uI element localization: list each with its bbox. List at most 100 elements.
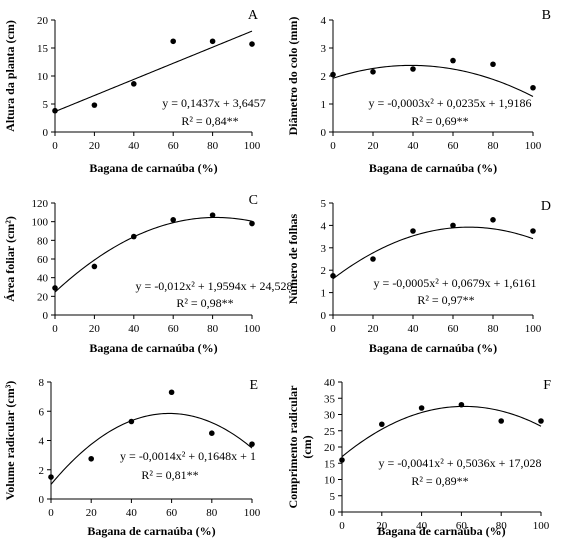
- y-tick-label: 10: [324, 475, 336, 487]
- x-tick-label: 20: [376, 520, 388, 532]
- y-tick-label: 60: [37, 254, 49, 266]
- x-tick-label: 20: [86, 507, 98, 519]
- data-point: [410, 66, 416, 72]
- y-tick-label: 10: [37, 71, 49, 83]
- data-point: [530, 84, 536, 91]
- y-tick-label: 1: [321, 99, 327, 111]
- y-tick-label: 8: [39, 377, 45, 389]
- y-tick-label: 0: [330, 507, 336, 519]
- y-tick-label: 120: [32, 198, 49, 210]
- y-tick-label: 3: [321, 43, 327, 55]
- data-point: [330, 71, 336, 78]
- x-tick-label: 100: [244, 507, 261, 519]
- y-axis-label: Área foliar (cm²): [3, 216, 17, 302]
- x-tick-label: 80: [488, 323, 500, 335]
- x-tick-label: 0: [48, 507, 54, 519]
- data-point: [209, 212, 216, 218]
- y-tick-label: 35: [324, 393, 336, 405]
- x-tick-label: 40: [128, 323, 140, 335]
- data-point: [52, 107, 58, 114]
- x-tick-label: 100: [244, 140, 261, 152]
- regression-equation: y = -0,012x² + 1,9594x + 24,528: [136, 279, 293, 293]
- data-point: [538, 418, 544, 424]
- x-tick-label: 100: [533, 520, 550, 532]
- x-axis-label: Bagana de carnaúba (%): [89, 161, 217, 175]
- trend-line: [54, 30, 253, 113]
- x-axis-label: Bagana de carnaúba (%): [369, 341, 497, 355]
- data-point: [249, 220, 255, 227]
- x-tick-label: 60: [456, 520, 468, 532]
- y-tick-label: 40: [37, 273, 49, 285]
- panel-label: B: [542, 8, 551, 23]
- y-tick-label: 4: [321, 15, 327, 27]
- chart-panel-d: 0 1 2 3 4 5 0 20 40 60 80 100 D Bagana de carnaúba (%…: [286, 198, 551, 355]
- r-squared-label: R² = 0,89**: [411, 474, 468, 488]
- x-tick-label: 100: [525, 323, 542, 335]
- data-point: [170, 38, 176, 45]
- y-tick-label: 0: [321, 127, 327, 139]
- x-tick-label: 60: [168, 323, 180, 335]
- r-squared-label: R² = 0,69**: [411, 114, 468, 128]
- y-tick-label: 5: [43, 99, 49, 111]
- regression-equation: y = -0,0014x² + 0,1648x + 1: [120, 449, 256, 463]
- x-tick-label: 0: [52, 140, 58, 152]
- chart-panel-a: 0 5 10 15 20 0 20 40 60 80 100 A Bagana de carnaúba …: [3, 8, 266, 175]
- x-tick-label: 40: [128, 140, 140, 152]
- x-tick-label: 40: [416, 520, 428, 532]
- data-point: [370, 256, 376, 262]
- data-point: [88, 455, 94, 462]
- x-axis-label: Bagana de carnaúba (%): [377, 524, 505, 538]
- data-point: [209, 38, 216, 45]
- chart-panel-f: 0 5 10 15 20 25 30 35 40 0 20 40 60 80 100 F Bagana de c…: [286, 377, 551, 538]
- data-point: [249, 441, 255, 447]
- data-point: [410, 228, 416, 234]
- r-squared-label: R² = 0,81**: [141, 468, 198, 482]
- r-squared-label: R² = 0,98**: [176, 296, 233, 310]
- x-axis-label: Bagana de carnaúba (%): [89, 341, 217, 355]
- y-axis-label: Número de folhas: [286, 213, 300, 304]
- x-tick-label: 0: [330, 323, 336, 335]
- x-tick-label: 80: [496, 520, 508, 532]
- y-tick-label: 4: [321, 220, 327, 232]
- x-tick-label: 40: [408, 323, 420, 335]
- data-point: [91, 263, 98, 270]
- data-point: [339, 457, 345, 463]
- data-point: [379, 421, 385, 428]
- x-tick-label: 20: [89, 140, 101, 152]
- x-tick-label: 60: [166, 507, 178, 519]
- y-axis-label: Comprimento radicular: [286, 385, 300, 509]
- panel-label: A: [248, 8, 259, 23]
- chart-panel-c: 0 20 40 60 80 100 120 0 20 40 60 80 100 C Bagana de ca…: [3, 193, 292, 355]
- x-tick-label: 100: [244, 323, 261, 335]
- data-point: [498, 418, 505, 424]
- x-tick-label: 60: [448, 140, 460, 152]
- data-point: [490, 217, 496, 223]
- y-tick-label: 2: [321, 265, 327, 277]
- regression-equation: y = 0,1437x + 3,6457: [162, 96, 266, 110]
- y-axis-label: Volume radicular (cm³): [3, 381, 17, 501]
- x-tick-label: 80: [207, 323, 219, 335]
- y-tick-label: 6: [39, 406, 45, 418]
- data-point: [330, 273, 336, 279]
- regression-equation: y = -0,0041x² + 0,5036x + 17,028: [379, 456, 542, 470]
- data-point: [131, 81, 137, 87]
- trend-line: [341, 405, 542, 458]
- panel-label: F: [543, 378, 551, 393]
- y-tick-label: 1: [321, 288, 327, 300]
- y-tick-label: 20: [37, 291, 49, 303]
- data-point: [450, 222, 456, 229]
- x-tick-label: 100: [525, 140, 542, 152]
- regression-equation: y = -0,0005x² + 0,0679x + 1,6161: [374, 276, 537, 290]
- y-axis-label: Diâmetro do colo (mm): [286, 17, 300, 136]
- data-point: [128, 418, 135, 425]
- y-tick-label: 2: [321, 71, 327, 83]
- y-tick-label: 20: [324, 442, 336, 454]
- y-tick-label: 80: [37, 235, 49, 247]
- x-tick-label: 0: [339, 520, 345, 532]
- x-tick-label: 80: [207, 140, 219, 152]
- y-tick-label: 15: [37, 43, 49, 55]
- data-point: [52, 285, 58, 291]
- x-tick-label: 0: [330, 140, 336, 152]
- x-tick-label: 0: [52, 323, 58, 335]
